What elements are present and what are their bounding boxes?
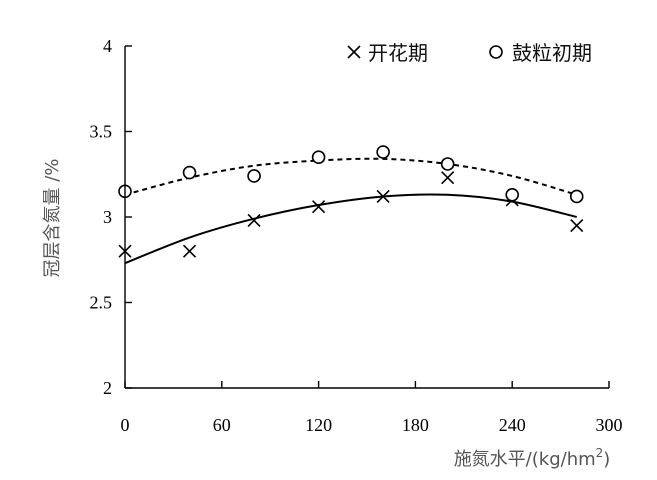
y-tick-label: 3 bbox=[103, 207, 112, 227]
data-point-circle bbox=[440, 157, 455, 171]
trend-line bbox=[124, 193, 577, 265]
y-tick-label: 2 bbox=[103, 378, 112, 398]
data-point-x bbox=[376, 189, 390, 204]
legend: 开花期 鼓粒初期 bbox=[347, 41, 592, 65]
x-tick-label: 240 bbox=[499, 415, 526, 435]
plot-area bbox=[118, 145, 584, 265]
x-tick-label: 180 bbox=[402, 415, 429, 435]
data-point-x bbox=[570, 218, 584, 233]
legend-item-early-pod: 鼓粒初期 bbox=[489, 41, 592, 65]
x-tick-label: 300 bbox=[596, 415, 623, 435]
legend-marker-circle bbox=[489, 45, 503, 59]
y-tick-label: 3.5 bbox=[90, 122, 113, 142]
data-point-circle bbox=[505, 187, 520, 202]
series-flowering bbox=[118, 171, 584, 265]
data-point-x bbox=[312, 200, 326, 214]
x-axis-title: 施氮水平/(kg/hm2) bbox=[454, 446, 611, 470]
data-point-circle bbox=[311, 150, 326, 164]
x-axis-title-main: 施氮水平/(kg/hm bbox=[454, 449, 596, 470]
legend-item-flowering: 开花期 bbox=[347, 41, 428, 65]
x-tick-label: 120 bbox=[305, 415, 332, 435]
data-point-circle bbox=[569, 189, 584, 204]
y-axis: 2 2.5 3 3.5 4 bbox=[90, 36, 132, 398]
legend-marker-x bbox=[347, 45, 361, 59]
x-axis-title-end: ) bbox=[603, 449, 610, 470]
data-point-circle bbox=[182, 165, 197, 180]
y-tick-label: 4 bbox=[103, 36, 112, 56]
legend-label-early-pod: 鼓粒初期 bbox=[512, 41, 592, 65]
data-point-circle bbox=[376, 145, 390, 159]
y-axis-title: 冠层含氮量 /% bbox=[42, 159, 63, 278]
x-axis-title-superscript: 2 bbox=[596, 446, 604, 460]
data-point-x bbox=[441, 171, 455, 185]
y-tick-label: 2.5 bbox=[90, 293, 113, 313]
data-point-circle bbox=[247, 169, 261, 183]
x-axis: 0 60 120 180 240 300 bbox=[121, 381, 623, 435]
legend-label-flowering: 开花期 bbox=[368, 41, 428, 65]
trend-line bbox=[124, 157, 578, 196]
data-point-x bbox=[182, 244, 197, 258]
data-point-x bbox=[247, 213, 261, 227]
x-tick-label: 0 bbox=[121, 415, 130, 435]
x-tick-label: 60 bbox=[213, 415, 231, 435]
series-early-pod bbox=[118, 145, 584, 204]
